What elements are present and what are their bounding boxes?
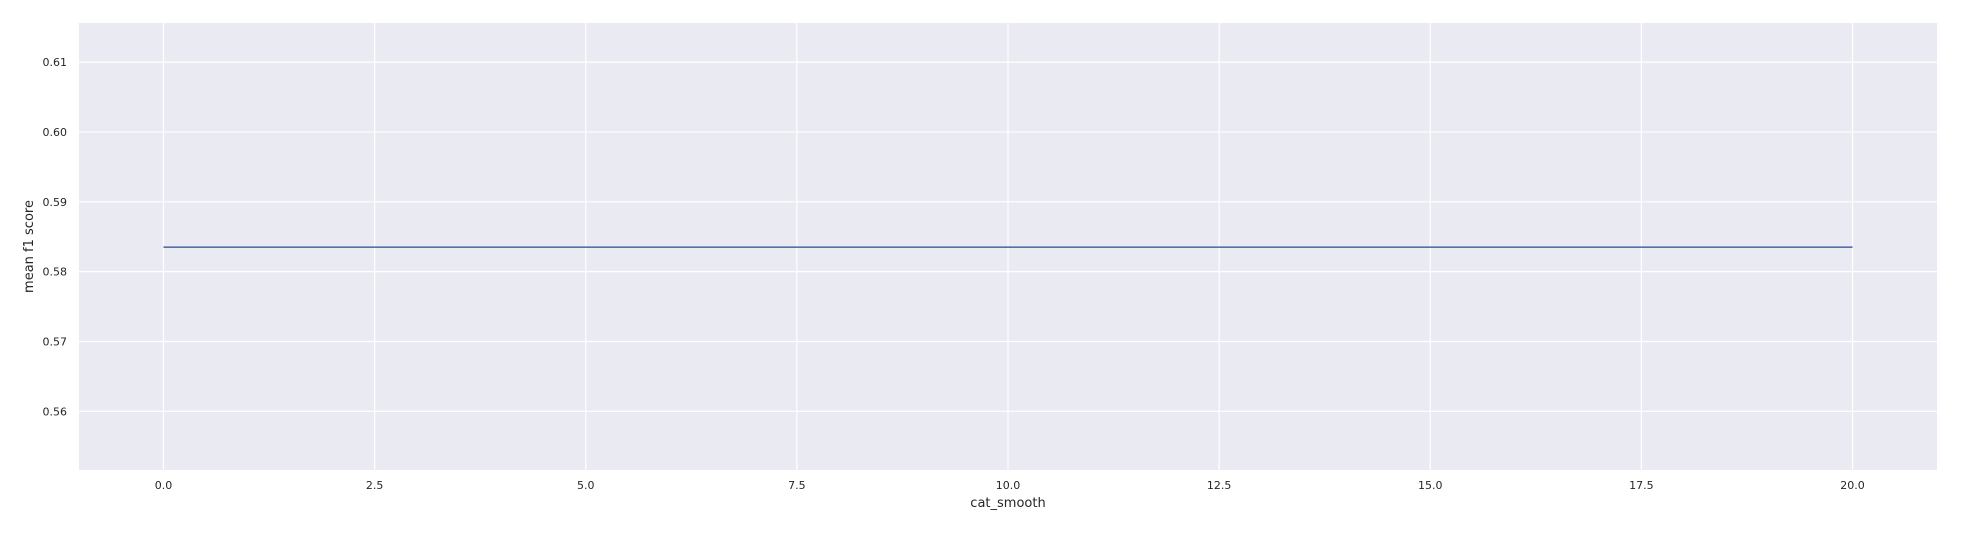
y-tick-label: 0.56 bbox=[43, 405, 68, 418]
x-tick-label: 17.5 bbox=[1629, 479, 1654, 492]
x-tick-label: 0.0 bbox=[155, 479, 173, 492]
y-axis-label: mean f1 score bbox=[22, 200, 37, 293]
x-axis: 0.0 2.5 5.0 7.5 10.0 12.5 15.0 17.5 20.0 bbox=[155, 479, 1865, 492]
x-tick-label: 10.0 bbox=[996, 479, 1021, 492]
x-tick-label: 2.5 bbox=[366, 479, 384, 492]
y-tick-label: 0.61 bbox=[43, 56, 68, 69]
y-tick-label: 0.57 bbox=[43, 335, 68, 348]
y-tick-label: 0.58 bbox=[43, 266, 68, 279]
x-tick-label: 15.0 bbox=[1418, 479, 1443, 492]
y-tick-label: 0.60 bbox=[43, 126, 68, 139]
x-tick-label: 5.0 bbox=[577, 479, 595, 492]
x-axis-label: cat_smooth bbox=[970, 496, 1045, 511]
x-tick-label: 7.5 bbox=[788, 479, 806, 492]
y-axis: 0.56 0.57 0.58 0.59 0.60 0.61 bbox=[43, 56, 68, 418]
x-tick-label: 12.5 bbox=[1207, 479, 1232, 492]
y-tick-label: 0.59 bbox=[43, 196, 68, 209]
x-tick-label: 20.0 bbox=[1840, 479, 1865, 492]
grid-lines bbox=[79, 23, 1937, 470]
